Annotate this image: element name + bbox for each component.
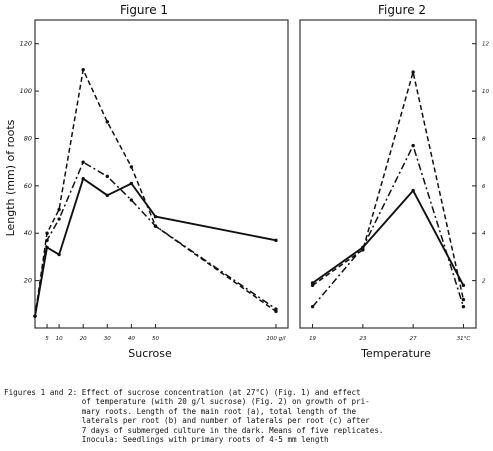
figure-1-y-tick-label: 80 <box>24 134 32 142</box>
figure-1-series-c-point <box>105 120 109 124</box>
figure-2-xlabel: Temperature <box>360 347 431 360</box>
figure-1-series-a-point <box>274 238 278 243</box>
figure-1-x-tick-label: 10 <box>56 336 63 342</box>
figure-1-series-c-point <box>45 231 49 235</box>
figure-1-y-tick-label: 20 <box>24 277 32 285</box>
y-axis-label: Length (mm) of roots <box>4 119 17 236</box>
figure-2-series-a-point <box>411 188 415 193</box>
figure-2-series-a-point <box>310 281 315 285</box>
figure-1-series-a-point <box>129 181 134 186</box>
figure-1-series-c-line <box>34 69 277 317</box>
figure-1-series-b-line <box>34 161 277 317</box>
figure-1-x-tick-label: 50 <box>152 336 159 342</box>
figure-2-y-tick-label: 10 <box>482 89 489 95</box>
figure-1-x-tick-label: 40 <box>128 336 135 342</box>
figure-2-chart: Figure 2 Temperature 2 4 6 8 10 12 19 23 27 31°C <box>299 3 489 360</box>
figure-1-series-c-point <box>81 68 85 72</box>
figure-1-xlabel: Sucrose <box>128 347 172 360</box>
figure-1-series-b-point <box>105 174 109 179</box>
figure-1-title: Figure 1 <box>120 3 168 17</box>
figure-1-x-tick-label: 5 <box>45 336 49 342</box>
figure-2-x-tick-label: 19 <box>309 336 316 342</box>
figure-2-series-c-point <box>411 70 415 74</box>
figure-1-series-a-point <box>57 252 61 257</box>
figure-2-series-c-line <box>312 71 465 300</box>
figure-2-series-c-point <box>361 248 365 252</box>
figure-1-y-tick-label: 40 <box>24 229 32 237</box>
figure-2-y-tick-label: 4 <box>482 231 486 237</box>
figure-2-series-b-line <box>312 144 465 308</box>
figure-1-series-a-point <box>105 193 109 198</box>
figure-2-y-tick-label: 2 <box>482 279 486 285</box>
figure-2-series-b-point <box>411 143 415 148</box>
figure-1-x-tick-label: 30 <box>104 336 111 342</box>
figure-1-x-tick-label: 100 g/l <box>266 336 286 342</box>
figure-1-chart: Figure 1 Sucrose 20 40 60 80 100 120 5 10 20 30 40… <box>20 3 289 360</box>
figure-1-series-b-point <box>57 217 61 221</box>
figure-1-y-tick-label: 120 <box>20 40 32 48</box>
figure-2-x-tick-label: 31°C <box>457 336 471 342</box>
figure-2-plot-frame <box>299 19 477 329</box>
figure-1-series-c-point <box>153 224 158 228</box>
figure-2-title: Figure 2 <box>378 3 426 17</box>
figure-2-y-tick-label: 6 <box>482 184 486 190</box>
figure-1-series-c-point <box>129 165 134 169</box>
figure-1-y-tick-label: 60 <box>24 182 32 190</box>
figure-1-series-a-line <box>34 177 277 317</box>
figure-2-series-b-point <box>310 304 315 309</box>
figure-2-series-b-point <box>461 304 466 309</box>
figure-2-series-c-point <box>310 283 315 288</box>
figure-1-series-a-point <box>81 177 85 181</box>
figure-2-y-tick-label: 8 <box>482 136 486 142</box>
figure-1-series-c-point <box>274 309 278 314</box>
figure-2-x-tick-label: 27 <box>410 336 417 342</box>
figure-1-series-c-point <box>33 314 37 318</box>
figure-1-series-c-point <box>57 207 61 212</box>
figure-2-series-a-point <box>461 283 466 288</box>
figure-1-x-tick-label: 20 <box>80 336 87 342</box>
figure-1-plot-frame <box>34 19 289 329</box>
figure-2-y-tick-label: 12 <box>482 42 489 48</box>
figure-1-y-tick-label: 100 <box>20 87 32 95</box>
figure-1-series-b-point <box>81 160 85 164</box>
figure-2-series-a-line <box>312 189 465 286</box>
figure-2-series-c-point <box>461 297 466 302</box>
figure-1-series-a-point <box>153 214 158 219</box>
figure-2-x-tick-label: 23 <box>359 336 366 342</box>
figures-svg: Figure 1 Sucrose 20 40 60 80 100 120 5 10 20 30 40… <box>4 3 489 360</box>
figure-1-series-b-point <box>129 198 134 202</box>
figure-caption: Figures 1 and 2: Effect of sucrose conce… <box>4 388 384 445</box>
